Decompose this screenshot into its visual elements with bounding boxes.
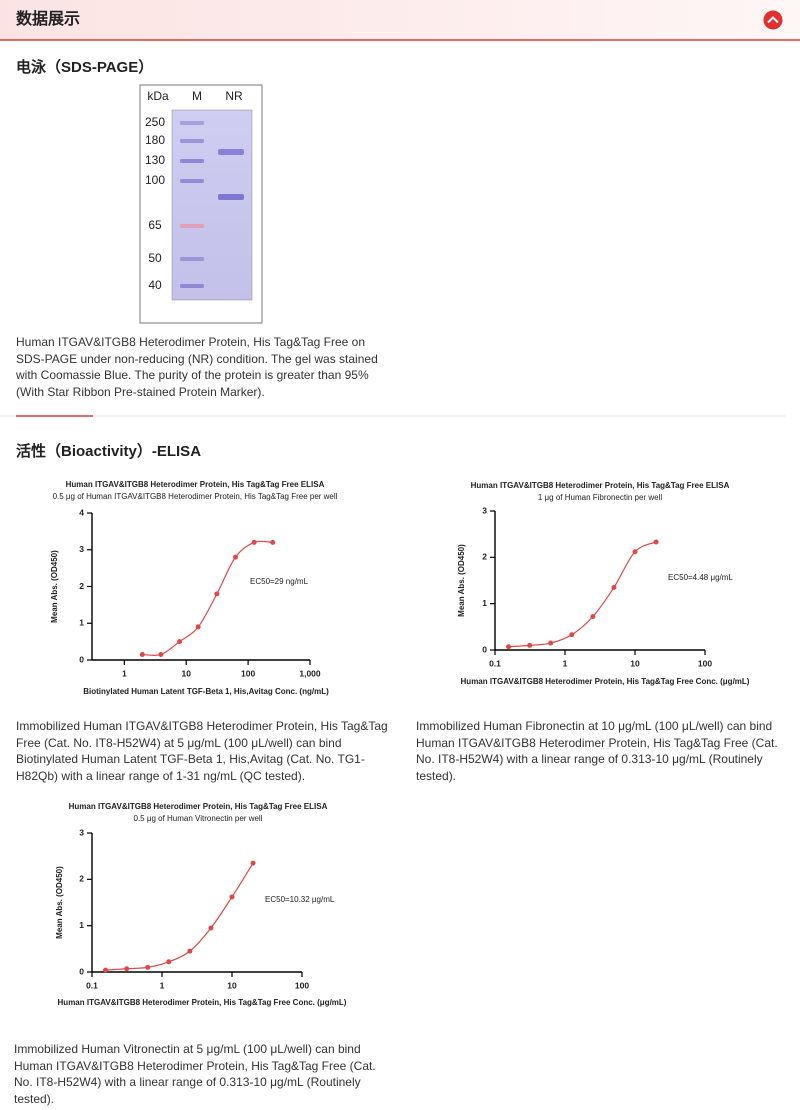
data-point xyxy=(653,539,659,545)
annotation: EC50=29 ng/mL xyxy=(250,577,309,586)
data-point xyxy=(158,651,164,657)
annotation: EC50=10.32 μg/mL xyxy=(265,895,335,904)
y-tick-label: 4 xyxy=(79,507,84,517)
marker-band xyxy=(180,224,204,228)
marker-band xyxy=(180,257,204,261)
data-point xyxy=(270,539,276,545)
x-tick-label: 0.1 xyxy=(489,658,501,668)
x-axis-label: Biotinylated Human Latent TGF-Beta 1, Hi… xyxy=(83,687,329,696)
gel-column-label: M xyxy=(192,89,202,103)
section-title: 电泳（SDS-PAGE） xyxy=(16,58,153,76)
fit-curve xyxy=(508,541,657,648)
x-tick-label: 10 xyxy=(182,668,192,678)
marker-label: 180 xyxy=(145,133,165,147)
chart-caption: Immobilized Human ITGAV&ITGB8 Heterodime… xyxy=(16,719,388,783)
x-axis-label: Human ITGAV&ITGB8 Heterodimer Protein, H… xyxy=(58,998,347,1007)
y-tick-label: 3 xyxy=(79,544,84,554)
y-tick-label: 3 xyxy=(482,505,487,515)
y-tick-label: 1 xyxy=(79,920,84,930)
chart-caption: Immobilized Human Vitronectin at 5 μg/mL… xyxy=(14,1042,376,1106)
y-tick-label: 0 xyxy=(79,966,84,976)
data-point xyxy=(124,966,130,972)
marker-band xyxy=(180,121,204,125)
data-point xyxy=(195,624,201,630)
y-tick-label: 0 xyxy=(482,644,487,654)
x-tick-label: 100 xyxy=(698,658,712,668)
data-point xyxy=(214,591,220,597)
gel-caption: Human ITGAV&ITGB8 Heterodimer Protein, H… xyxy=(16,335,378,399)
chart-subtitle: 0.5 μg of Human ITGAV&ITGB8 Heterodimer … xyxy=(53,492,338,501)
data-point xyxy=(229,894,235,900)
x-tick-label: 100 xyxy=(241,668,255,678)
y-tick-label: 0 xyxy=(79,654,84,664)
marker-band xyxy=(180,284,204,288)
chart-subtitle: 1 μg of Human Fibronectin per well xyxy=(538,493,662,502)
fit-curve xyxy=(142,540,273,657)
data-point xyxy=(103,967,109,973)
y-axis-label: Mean Abs. (OD450) xyxy=(50,550,59,623)
y-tick-label: 2 xyxy=(79,874,84,884)
data-point xyxy=(506,644,512,650)
data-point xyxy=(250,860,256,866)
y-tick-label: 3 xyxy=(79,827,84,837)
data-point xyxy=(232,554,238,560)
x-tick-label: 1,000 xyxy=(299,668,321,678)
marker-label: 100 xyxy=(145,173,165,187)
chart-title: Human ITGAV&ITGB8 Heterodimer Protein, H… xyxy=(471,481,730,490)
gel-band xyxy=(218,194,244,200)
marker-band xyxy=(180,159,204,163)
data-point xyxy=(632,549,638,555)
y-axis-label: Mean Abs. (OD450) xyxy=(55,866,64,939)
data-point xyxy=(590,614,596,620)
data-point xyxy=(177,639,183,645)
data-point xyxy=(611,584,617,590)
marker-label: 130 xyxy=(145,153,165,167)
gel-band xyxy=(218,149,244,155)
x-tick-label: 0.1 xyxy=(86,980,98,990)
y-tick-label: 2 xyxy=(79,581,84,591)
chart-subtitle: 0.5 μg of Human Vitronectin per well xyxy=(134,814,263,823)
x-tick-label: 10 xyxy=(630,658,640,668)
data-point xyxy=(569,632,575,638)
gel-column-label: NR xyxy=(225,89,243,103)
marker-label: 40 xyxy=(148,278,162,292)
chart-title: Human ITGAV&ITGB8 Heterodimer Protein, H… xyxy=(69,802,328,811)
section-title: 活性（Bioactivity）-ELISA xyxy=(16,442,201,460)
x-tick-label: 1 xyxy=(160,980,165,990)
gel-column-label: kDa xyxy=(147,89,169,103)
data-point xyxy=(166,959,172,965)
data-point xyxy=(139,651,145,657)
collapse-button[interactable] xyxy=(763,10,783,30)
data-point xyxy=(145,964,151,970)
marker-label: 65 xyxy=(148,218,162,232)
x-tick-label: 1 xyxy=(122,668,127,678)
data-point xyxy=(527,642,533,648)
x-tick-label: 1 xyxy=(563,658,568,668)
marker-band xyxy=(180,179,204,183)
y-tick-label: 1 xyxy=(482,598,487,608)
data-point xyxy=(251,539,257,545)
gel xyxy=(171,109,253,301)
header-bar xyxy=(0,0,800,40)
x-axis-label: Human ITGAV&ITGB8 Heterodimer Protein, H… xyxy=(461,677,750,686)
header-title: 数据展示 xyxy=(16,9,80,28)
marker-label: 50 xyxy=(148,251,162,265)
data-point xyxy=(548,640,554,646)
marker-label: 250 xyxy=(145,115,165,129)
data-point xyxy=(187,948,193,954)
data-point xyxy=(208,925,214,931)
fit-curve xyxy=(105,862,254,971)
chart-title: Human ITGAV&ITGB8 Heterodimer Protein, H… xyxy=(66,480,325,489)
y-tick-label: 2 xyxy=(482,552,487,562)
chart-caption: Immobilized Human Fibronectin at 10 μg/m… xyxy=(416,719,778,783)
x-tick-label: 10 xyxy=(227,980,237,990)
marker-band xyxy=(180,139,204,143)
y-tick-label: 1 xyxy=(79,618,84,628)
y-axis-label: Mean Abs. (OD450) xyxy=(457,544,466,617)
x-tick-label: 100 xyxy=(295,980,309,990)
annotation: EC50=4.48 μg/mL xyxy=(668,573,733,582)
